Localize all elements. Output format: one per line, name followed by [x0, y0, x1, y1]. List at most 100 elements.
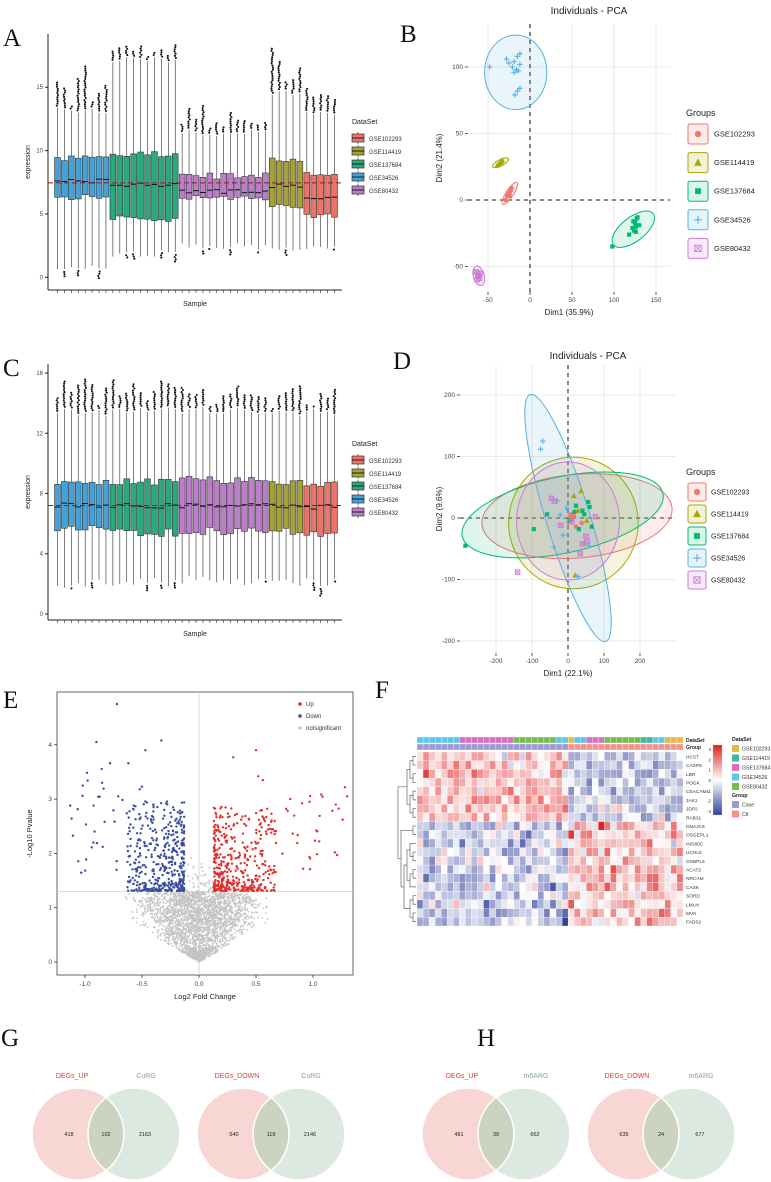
svg-text:-50: -50	[454, 264, 464, 271]
svg-text:50: 50	[568, 297, 576, 304]
svg-text:5: 5	[40, 212, 44, 218]
heatmap-cells	[416, 751, 684, 927]
panel-letter-e: E	[3, 687, 19, 714]
svg-text:100: 100	[609, 297, 620, 304]
panel-c-boxplot-normalized-expression: 0 4 8 12 16 expression Sample DataSet GSE102293 G…	[25, 364, 402, 638]
svg-text:GSE114419: GSE114419	[369, 150, 402, 156]
svg-text:10: 10	[36, 149, 43, 155]
svg-text:100: 100	[452, 64, 463, 71]
dataset-legend: DataSet GSE102293 GSE114419 GSE137684 GSE345…	[351, 119, 402, 196]
panel-letter-c: C	[3, 355, 20, 382]
svg-text:50: 50	[456, 131, 464, 138]
svg-text:GSE137684: GSE137684	[714, 187, 755, 196]
svg-text:Dim2 (9.6%): Dim2 (9.6%)	[435, 486, 444, 531]
svg-text:Individuals - PCA: Individuals - PCA	[551, 6, 628, 17]
svg-text:Groups: Groups	[686, 467, 716, 477]
panel-letter-h: H	[477, 1025, 496, 1052]
svg-text:Dim2 (21.4%): Dim2 (21.4%)	[435, 133, 444, 182]
axes: -50 0 50 100 150 -50 0 50 100 Dim1 (35.9%) Dim2 (2…	[435, 6, 662, 317]
axes: -200 -100 0 100 200 -200 -100 0 100 200 Dim1 (22.1…	[435, 351, 646, 678]
svg-text:GSE137684: GSE137684	[711, 534, 749, 541]
svg-text:100: 100	[599, 658, 610, 665]
svg-text:0: 0	[451, 515, 455, 522]
panel-letter-b: B	[400, 21, 417, 48]
points	[473, 50, 642, 283]
svg-text:16: 16	[36, 371, 43, 377]
panel-letter-a: A	[3, 25, 22, 52]
svg-text:GSE34526: GSE34526	[714, 215, 751, 224]
svg-text:0: 0	[40, 612, 44, 618]
svg-text:GSE102293: GSE102293	[714, 130, 755, 139]
svg-text:GSE34526: GSE34526	[369, 176, 399, 182]
svg-text:GSE114419: GSE114419	[711, 512, 749, 519]
svg-text:0: 0	[528, 297, 532, 304]
svg-text:Individuals - PCA: Individuals - PCA	[550, 351, 627, 362]
svg-text:0: 0	[566, 658, 570, 665]
svg-text:Sample: Sample	[183, 631, 207, 638]
svg-text:GSE34526: GSE34526	[369, 498, 399, 504]
svg-text:GSE34526: GSE34526	[711, 556, 745, 563]
svg-text:GSE80432: GSE80432	[711, 578, 745, 585]
svg-text:-100: -100	[442, 577, 455, 584]
panel-d-pca-after-correction: -200 -100 0 100 200 -200 -100 0 100 200 Dim1 (22.1…	[435, 351, 749, 678]
panel-b-pca-before-correction: -50 0 50 100 150 -50 0 50 100 Dim1 (35.9%) Dim2 (2…	[435, 6, 755, 317]
row-dendrogram	[397, 756, 416, 922]
svg-text:GSE80432: GSE80432	[369, 511, 399, 517]
svg-text:4: 4	[40, 552, 44, 558]
panel-letter-f: F	[375, 677, 389, 704]
svg-text:-200: -200	[442, 638, 455, 645]
panel-a-boxplot-raw-expression: 0 5 10 15 expression Sample DataSet GSE102293 GS…	[25, 34, 402, 308]
svg-text:GSE80432: GSE80432	[714, 244, 751, 253]
svg-text:150: 150	[651, 297, 662, 304]
gene-labels: HCSTCASP6LBRPOGKCEACAM1JAK1JDP2RAB31DNAJ…	[686, 754, 710, 925]
groups-legend: Groups GSE102293 GSE114419 GSE137684 GSE3452…	[686, 467, 749, 590]
svg-text:Sample: Sample	[183, 301, 207, 308]
svg-text:-100: -100	[525, 658, 538, 665]
svg-text:expression: expression	[25, 475, 32, 509]
points	[68, 702, 349, 963]
points	[463, 438, 599, 580]
svg-text:100: 100	[444, 454, 455, 461]
svg-text:12: 12	[36, 431, 43, 437]
svg-text:DataSet: DataSet	[352, 119, 377, 126]
svg-text:GSE137684: GSE137684	[369, 485, 402, 491]
svg-text:200: 200	[635, 658, 646, 665]
svg-text:GSE102293: GSE102293	[369, 459, 402, 465]
boxes	[54, 378, 338, 623]
svg-text:15: 15	[36, 85, 43, 91]
boxes	[54, 44, 338, 293]
svg-text:expression: expression	[25, 145, 32, 179]
grid	[460, 365, 676, 653]
svg-text:Groups: Groups	[686, 108, 716, 118]
axes: 0 4 8 12 16 expression Sample	[25, 364, 342, 638]
panel-letter-g: G	[1, 1025, 20, 1052]
svg-text:0: 0	[459, 197, 463, 204]
groups-legend: Groups GSE102293 GSE114419 GSE137684 GSE3452…	[686, 108, 755, 259]
dataset-legend: DataSetGSE102293GSE114419GSE137684GSE345…	[732, 737, 770, 791]
panel-letter-d: D	[393, 348, 412, 375]
svg-text:GSE137684: GSE137684	[369, 163, 402, 169]
svg-text:GSE80432: GSE80432	[369, 189, 399, 195]
svg-text:GSE102293: GSE102293	[369, 137, 402, 143]
svg-text:8: 8	[40, 492, 44, 498]
svg-text:DataSet: DataSet	[352, 441, 377, 448]
svg-text:-50: -50	[483, 297, 493, 304]
svg-text:0: 0	[40, 275, 44, 281]
svg-text:GSE102293: GSE102293	[711, 490, 749, 497]
grid	[468, 24, 670, 292]
svg-text:200: 200	[444, 392, 455, 399]
svg-text:GSE114419: GSE114419	[369, 472, 402, 478]
svg-text:Dim1 (22.1%): Dim1 (22.1%)	[544, 669, 593, 678]
